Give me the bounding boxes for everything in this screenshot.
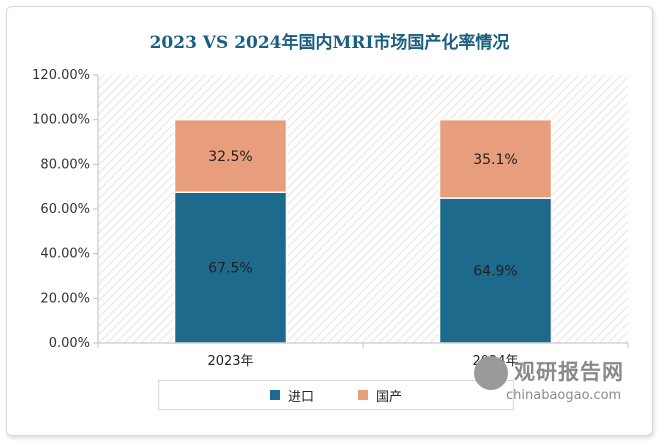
- bar-segment-domestic: [173, 118, 288, 193]
- y-tick-label: 40.00%: [40, 247, 90, 262]
- legend-item-import: 进口: [269, 386, 314, 405]
- data-label: 35.1%: [473, 152, 517, 168]
- y-tick-label: 80.00%: [40, 157, 90, 172]
- legend-item-domestic: 国产: [358, 386, 402, 405]
- watermark-text: 观研报告网: [514, 360, 624, 384]
- legend-swatch-import: [269, 390, 280, 400]
- watermark-url: chinabaogao.com: [506, 388, 622, 403]
- y-tick-label: 60.00%: [40, 202, 90, 217]
- bar-segment-domestic: [438, 118, 553, 199]
- legend: 进口 国产: [158, 380, 514, 410]
- chart-title: 2023 VS 2024年国内MRI市场国产化率情况: [149, 33, 510, 53]
- legend-label-import: 进口: [287, 389, 314, 405]
- watermark-logo-icon: [474, 356, 508, 390]
- y-tick-label: 120.00%: [32, 68, 90, 83]
- y-tick-label: 100.00%: [32, 113, 90, 128]
- data-label: 67.5%: [208, 261, 252, 277]
- y-tick-label: 20.00%: [40, 291, 90, 306]
- legend-label-domestic: 国产: [376, 389, 403, 405]
- data-label: 32.5%: [208, 149, 252, 165]
- x-tick-label: 2023年: [207, 354, 253, 369]
- legend-swatch-domestic: [358, 390, 368, 400]
- data-label: 64.9%: [473, 264, 517, 280]
- y-tick-label: 0.00%: [49, 336, 90, 351]
- watermark: 观研报告网 chinabaogao.com: [474, 352, 644, 412]
- bar-segment-import: [173, 191, 288, 344]
